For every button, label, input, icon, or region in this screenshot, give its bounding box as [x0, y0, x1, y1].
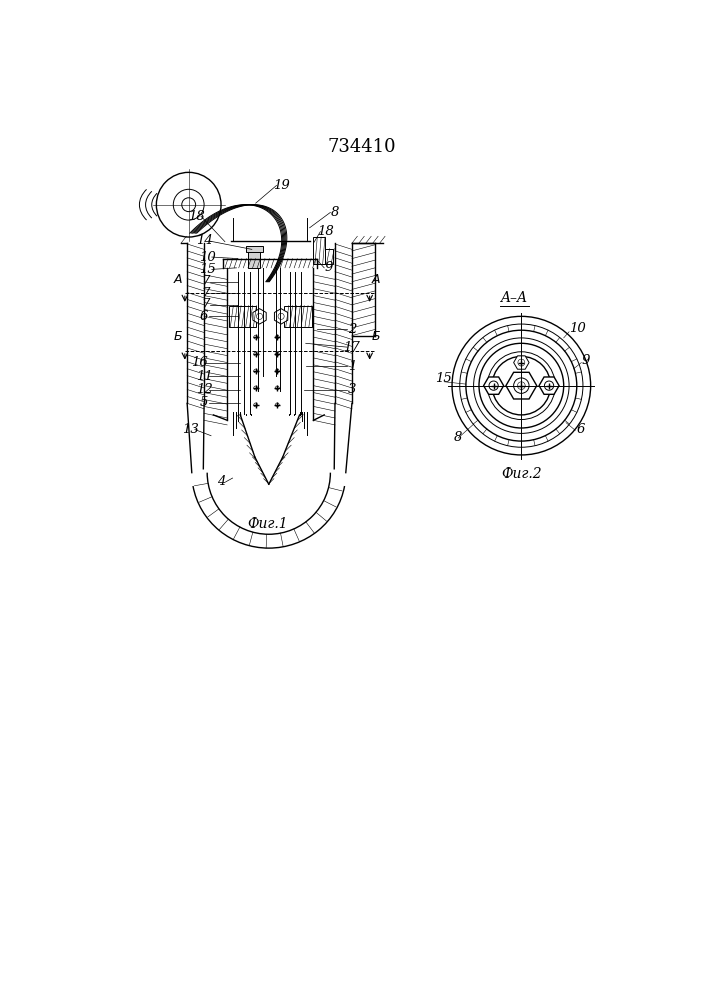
Text: Б: Б: [174, 330, 182, 343]
Text: 5: 5: [200, 396, 209, 409]
Text: 16: 16: [191, 356, 208, 369]
Text: 15: 15: [435, 372, 452, 385]
Polygon shape: [284, 306, 312, 327]
Text: 17: 17: [344, 341, 361, 354]
Text: A: A: [174, 273, 182, 286]
FancyBboxPatch shape: [246, 246, 262, 252]
Text: Фиг.2: Фиг.2: [501, 467, 542, 481]
Polygon shape: [229, 306, 257, 327]
Text: 11: 11: [196, 370, 213, 383]
Text: 9: 9: [581, 354, 590, 367]
Text: 15: 15: [199, 263, 216, 276]
Text: 18: 18: [188, 210, 205, 223]
Text: 7: 7: [201, 287, 210, 300]
Text: 7: 7: [201, 298, 210, 311]
Text: 2: 2: [348, 323, 356, 336]
Text: 10: 10: [199, 251, 216, 264]
Text: Б: Б: [371, 330, 380, 343]
Text: 6: 6: [577, 423, 585, 436]
Text: 10: 10: [569, 322, 586, 335]
Text: Фиг.1: Фиг.1: [247, 517, 288, 531]
Text: A: A: [372, 273, 380, 286]
Text: 734410: 734410: [327, 138, 396, 156]
Text: 8: 8: [454, 431, 462, 444]
Text: 8: 8: [331, 206, 339, 219]
Text: 18: 18: [317, 225, 334, 238]
Text: 12: 12: [196, 383, 213, 396]
Text: 3: 3: [348, 383, 356, 396]
Text: 7: 7: [201, 275, 210, 288]
Text: 9: 9: [325, 261, 333, 274]
Text: 14: 14: [196, 234, 213, 247]
Text: 13: 13: [182, 423, 199, 436]
Text: A–A: A–A: [500, 291, 527, 305]
Text: 4: 4: [217, 475, 226, 488]
FancyBboxPatch shape: [248, 252, 260, 268]
Text: 6: 6: [200, 310, 209, 323]
Text: 19: 19: [273, 179, 289, 192]
Text: 1: 1: [348, 360, 356, 373]
